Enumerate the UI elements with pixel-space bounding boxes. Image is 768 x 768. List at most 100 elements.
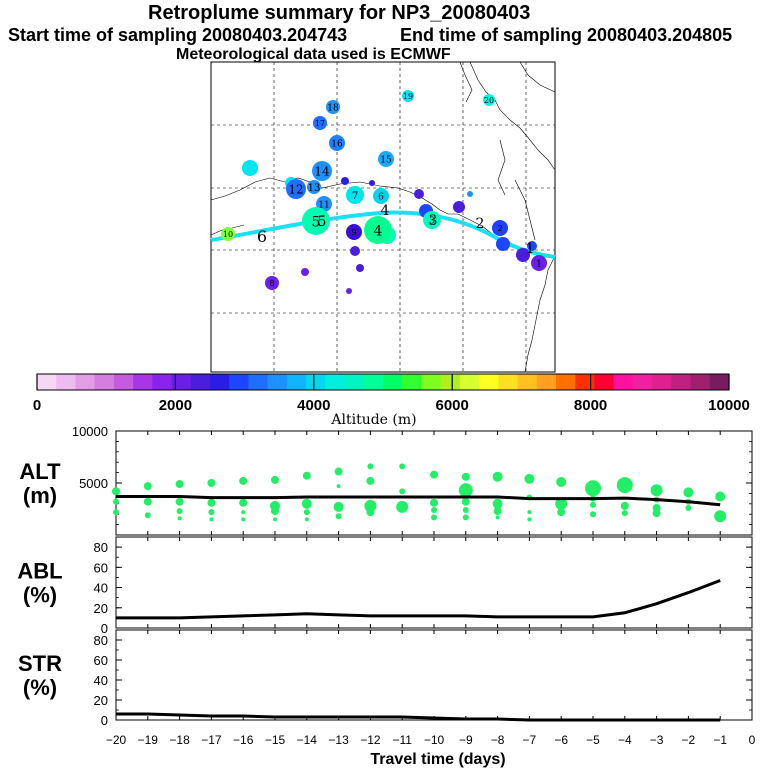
y-axis-unit: (%)	[23, 675, 57, 700]
minor-cluster-dot	[242, 160, 258, 176]
cluster-marker-2	[492, 220, 508, 236]
colorbar-swatch	[37, 374, 57, 390]
cluster-marker-7	[346, 186, 364, 204]
colorbar-swatch	[306, 374, 326, 390]
altitude-point	[177, 516, 182, 521]
altitude-colorbar: 0 2000 4000 6000 8000 10000 Altitude (m)	[33, 373, 750, 428]
colorbar-swatch	[421, 374, 442, 390]
track-label: 4	[381, 203, 390, 219]
cluster-label-17: 17	[315, 119, 325, 128]
x-tick-label: −1	[713, 733, 727, 747]
altitude-point	[367, 463, 374, 470]
y-axis-unit: (%)	[23, 583, 57, 608]
x-tick-label: −6	[554, 733, 568, 747]
y-tick-label: 60	[94, 653, 108, 668]
cluster-marker-5	[302, 207, 330, 235]
altitude-point	[461, 497, 470, 506]
colorbar-swatch	[479, 374, 499, 390]
altitude-point	[461, 472, 470, 481]
altitude-point	[239, 476, 248, 485]
colorbar-swatch	[286, 374, 307, 390]
cluster-marker-12	[286, 179, 306, 199]
altitude-point	[556, 476, 567, 487]
colorbar-swatch	[402, 374, 422, 390]
colorbar-swatch	[632, 374, 653, 390]
altitude-point	[366, 508, 375, 517]
altitude-point	[557, 508, 566, 517]
cluster-marker-8	[265, 276, 279, 290]
x-tick-label: −2	[682, 733, 696, 747]
colorbar-swatch	[671, 374, 692, 390]
y-tick-label: 0	[101, 713, 108, 728]
colorbar-swatch	[690, 374, 711, 390]
cluster-marker-9	[346, 224, 362, 240]
altitude-point	[271, 507, 279, 516]
y-tick-label: 10000	[72, 424, 108, 439]
altitude-point	[652, 509, 661, 518]
colorbar-swatch	[190, 374, 211, 390]
altitude-point	[364, 499, 377, 512]
cluster-marker-13	[307, 180, 321, 194]
altitude-point	[430, 498, 438, 507]
str-line	[116, 712, 721, 722]
x-tick-label: 0	[749, 733, 756, 747]
colorbar-swatch	[594, 374, 615, 390]
track-labels: 6 5 4 3 2 1	[257, 203, 535, 257]
minor-cluster-dot	[350, 246, 360, 256]
minor-cluster-dot	[369, 180, 375, 186]
colorbar-swatch	[556, 374, 576, 390]
altitude-point	[524, 473, 535, 484]
altitude-point	[527, 517, 532, 522]
altitude-point	[616, 477, 633, 494]
colorbar-swatch	[325, 374, 346, 390]
altitude-point	[302, 471, 311, 480]
altitude-point	[585, 480, 601, 497]
altitude-point	[620, 501, 629, 510]
colorbar-swatch	[536, 374, 557, 390]
colorbar-swatch	[498, 374, 519, 390]
colorbar-swatch	[248, 374, 269, 390]
x-tick-label: −15	[265, 733, 286, 747]
x-tick-label: −8	[491, 733, 505, 747]
minor-cluster-dot	[301, 268, 309, 276]
x-tick-label: −9	[459, 733, 473, 747]
x-tick-label: −4	[618, 733, 632, 747]
altitude-point	[207, 479, 216, 487]
x-tick-label: −7	[523, 733, 537, 747]
x-tick-label: −11	[392, 733, 412, 747]
panel-abl: 0 20 40 60 80 ABL(%)	[17, 536, 753, 636]
cluster-label-6: 6	[378, 192, 384, 202]
cluster-marker-19	[402, 90, 414, 102]
end-time-label: End time of sampling 20080403.204805	[400, 25, 733, 45]
altitude-point	[144, 512, 151, 519]
altitude-point	[493, 507, 502, 516]
colorbar-swatch	[709, 374, 730, 390]
colorbar-swatch	[94, 374, 115, 390]
cluster-label-15: 15	[380, 155, 392, 165]
cluster-marker-16	[329, 135, 345, 151]
x-axis-label: Travel time (days)	[370, 751, 505, 768]
chart-title: Retroplume summary for NP3_20080403	[148, 2, 531, 24]
cluster-label-19: 19	[403, 92, 413, 101]
cluster-marker-6	[373, 188, 389, 204]
plume-track	[210, 210, 556, 259]
altitude-point	[273, 517, 277, 522]
altitude-point	[209, 517, 214, 522]
colorbar-tick-label: 2000	[159, 397, 192, 414]
altitude-point	[621, 510, 628, 517]
track-label: 3	[429, 213, 438, 229]
colorbar-swatch	[267, 374, 288, 390]
x-tick-label: −17	[201, 733, 222, 747]
colorbar-swatch	[459, 374, 480, 390]
altitude-point	[304, 517, 309, 522]
altitude-point	[555, 497, 568, 510]
minor-cluster-dot	[453, 201, 465, 213]
cluster-label-13: 13	[308, 183, 321, 194]
cluster-label-11: 11	[318, 200, 329, 210]
x-tick-label: −20	[106, 733, 127, 747]
colorbar-tick-label: 6000	[436, 397, 469, 414]
